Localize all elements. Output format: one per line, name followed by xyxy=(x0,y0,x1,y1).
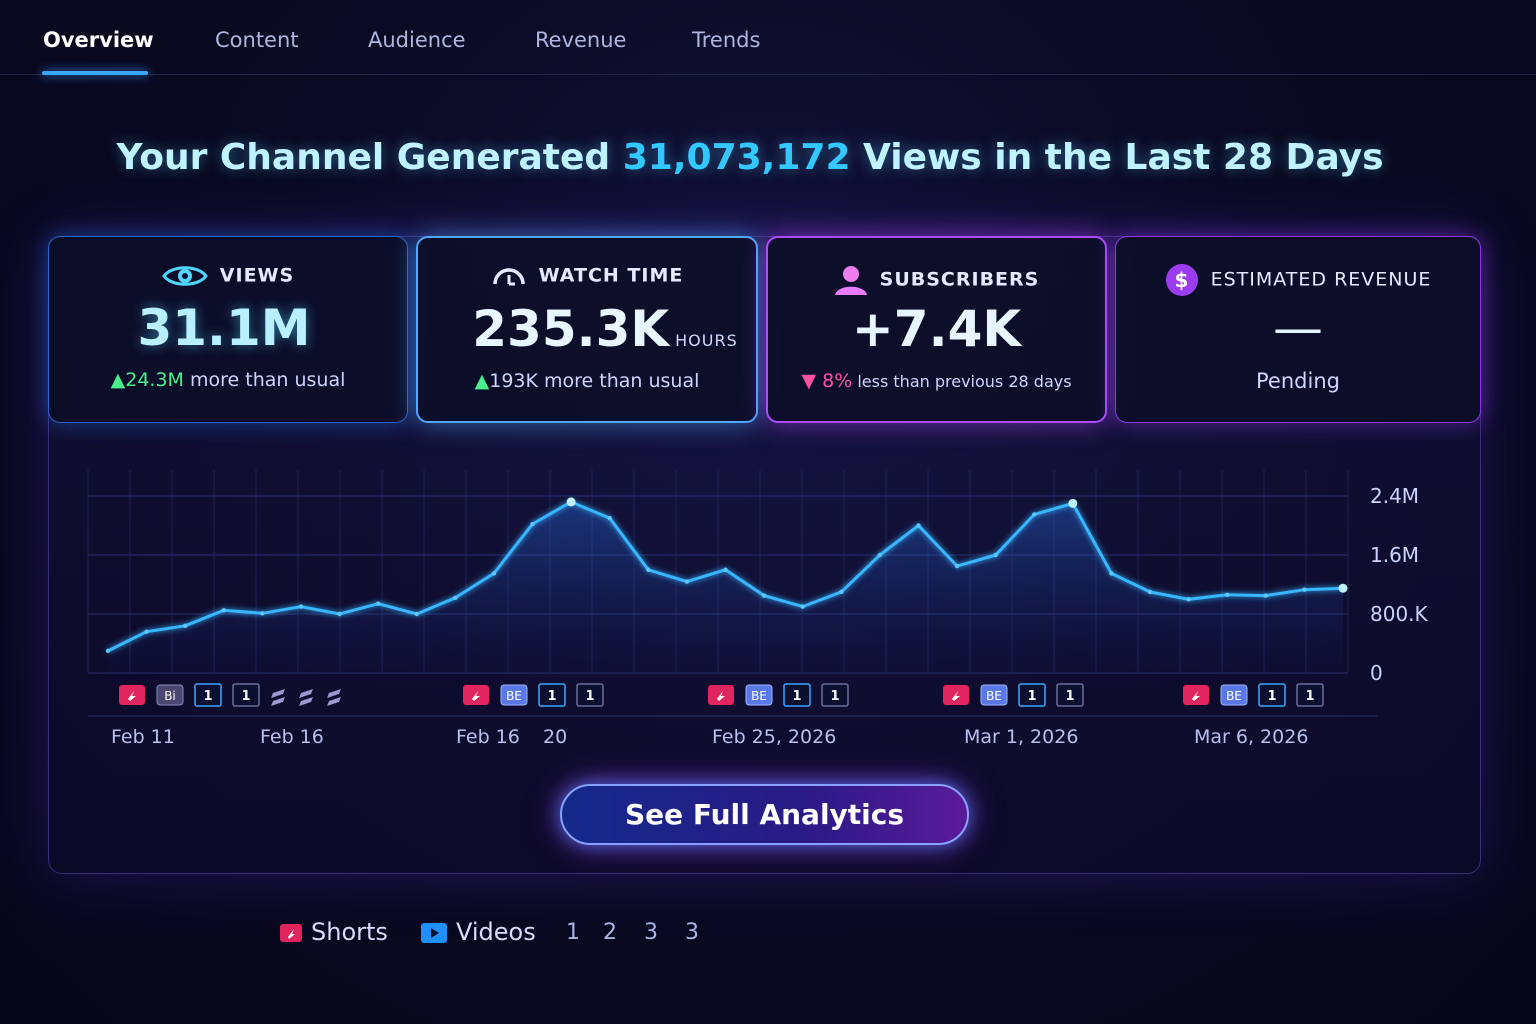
watch-time-delta-text: more than usual xyxy=(537,370,700,392)
revenue-status: Pending xyxy=(1256,369,1340,393)
views-value: 31.1M xyxy=(137,299,311,357)
page-number[interactable]: 2 xyxy=(603,920,617,945)
views-delta: ▲24.3M more than usual xyxy=(49,369,407,391)
views-card-header: VIEWS xyxy=(49,263,407,289)
tab-overview[interactable]: Overview xyxy=(43,28,154,52)
watch-time-card-title: WATCH TIME xyxy=(538,264,684,287)
revenue-value: — xyxy=(1273,299,1323,357)
page-number[interactable]: 3 xyxy=(685,920,699,945)
legend-videos[interactable]: Videos xyxy=(420,918,536,946)
title-views-count: 31,073,172 xyxy=(622,137,851,178)
gauge-icon xyxy=(492,268,525,286)
see-full-analytics-button[interactable]: See Full Analytics xyxy=(560,784,969,845)
page-number[interactable]: 3 xyxy=(644,920,658,945)
views-delta-value: 24.3M xyxy=(125,369,184,391)
watch-time-value-row: 235.3K HOURS xyxy=(436,300,774,358)
tab-trends[interactable]: Trends xyxy=(692,28,761,52)
views-delta-text: more than usual xyxy=(183,369,346,391)
up-arrow-icon: ▲ xyxy=(474,370,490,392)
watch-time-value: 235.3K xyxy=(472,300,670,358)
tab-content[interactable]: Content xyxy=(215,28,299,52)
subscribers-delta: ▼ 8% less than previous 28 days xyxy=(768,370,1105,392)
tab-revenue[interactable]: Revenue xyxy=(535,28,627,52)
top-nav: Overview Content Audience Revenue Trends xyxy=(0,0,1536,75)
eye-icon xyxy=(161,266,208,286)
active-tab-indicator xyxy=(42,71,148,75)
watch-time-card[interactable]: WATCH TIME 235.3K HOURS ▲193K more than u… xyxy=(416,236,758,423)
up-arrow-icon: ▲ xyxy=(110,369,126,391)
watch-time-delta-value: 193K xyxy=(489,370,538,392)
views-card[interactable]: VIEWS 31.1M ▲24.3M more than usual xyxy=(48,236,408,423)
watch-time-unit: HOURS xyxy=(675,331,738,350)
legend-shorts-label: Shorts xyxy=(311,918,388,946)
title-prefix: Your Channel Generated xyxy=(116,137,623,178)
subscribers-delta-text: less than previous 28 days xyxy=(852,372,1072,391)
down-arrow-icon: ▼ xyxy=(801,370,823,392)
revenue-card[interactable]: $ ESTIMATED REVENUE — Pending xyxy=(1115,236,1481,423)
revenue-card-header: $ ESTIMATED REVENUE xyxy=(1116,263,1480,297)
shorts-icon xyxy=(280,924,302,942)
user-icon xyxy=(834,266,867,295)
page-number[interactable]: 1 xyxy=(566,920,580,945)
tab-audience[interactable]: Audience xyxy=(368,28,466,52)
subscribers-card-header: SUBSCRIBERS xyxy=(768,264,1105,296)
dollar-icon: $ xyxy=(1165,264,1198,296)
revenue-card-title: ESTIMATED REVENUE xyxy=(1210,268,1432,291)
legend-videos-label: Videos xyxy=(456,918,536,946)
title-suffix: Views in the Last 28 Days xyxy=(850,137,1384,178)
watch-time-card-header: WATCH TIME xyxy=(418,264,756,288)
legend-shorts[interactable]: Shorts xyxy=(279,918,388,946)
page-title: Your Channel Generated 31,073,172 Views … xyxy=(0,137,1500,178)
videos-icon xyxy=(421,923,447,943)
subscribers-card[interactable]: SUBSCRIBERS +7.4K ▼ 8% less than previou… xyxy=(766,236,1107,423)
views-card-title: VIEWS xyxy=(219,264,295,287)
subscribers-delta-value: 8% xyxy=(822,370,853,392)
subscribers-card-title: SUBSCRIBERS xyxy=(879,268,1040,291)
watch-time-delta: ▲193K more than usual xyxy=(418,370,756,392)
subscribers-value: +7.4K xyxy=(851,300,1022,358)
svg-text:$: $ xyxy=(1174,268,1189,292)
